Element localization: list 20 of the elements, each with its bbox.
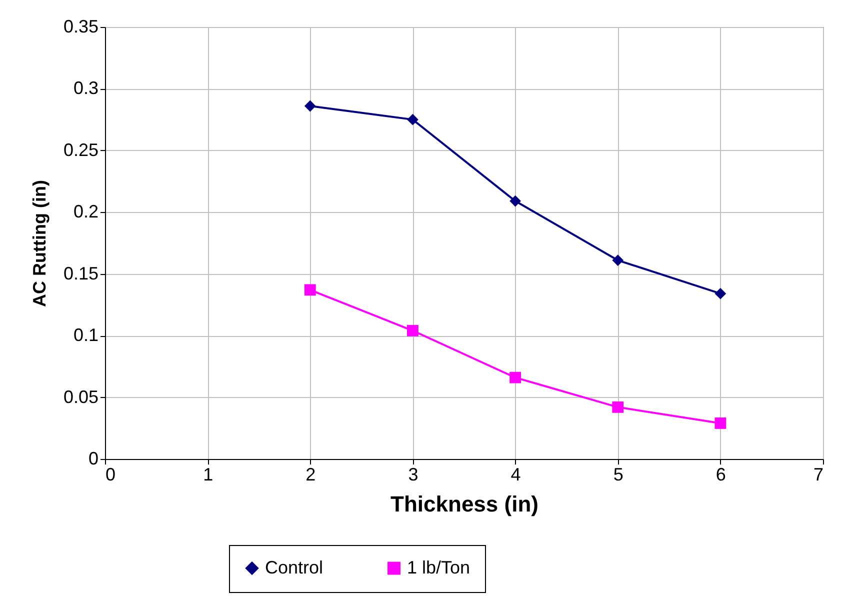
legend-label: 1 lb/Ton [407, 557, 470, 578]
legend-label: Control [265, 557, 324, 578]
x-tick-label: 0 [106, 464, 116, 484]
x-axis-title: Thickness (in) [390, 492, 538, 516]
y-tick-label: 0.3 [73, 78, 98, 98]
y-tick-label: 0 [88, 448, 98, 468]
y-tick-label: 0.15 [63, 263, 98, 284]
y-tick-label: 0.05 [63, 386, 98, 407]
y-tick-label: 0.25 [63, 140, 98, 160]
x-tick-label: 6 [716, 464, 726, 484]
x-tick-label: 3 [408, 464, 418, 484]
x-tick-label: 5 [613, 464, 624, 484]
y-axis-title: AC Rutting (in) [29, 180, 50, 307]
y-tick-label: 0.1 [73, 325, 98, 346]
x-tick-label: 4 [510, 464, 521, 484]
x-tick-label: 1 [203, 464, 214, 484]
y-tick-label: 0.35 [63, 16, 98, 36]
y-tick-label: 0.2 [73, 202, 98, 222]
x-tick-label: 7 [813, 464, 824, 484]
x-tick-label: 2 [306, 464, 316, 484]
